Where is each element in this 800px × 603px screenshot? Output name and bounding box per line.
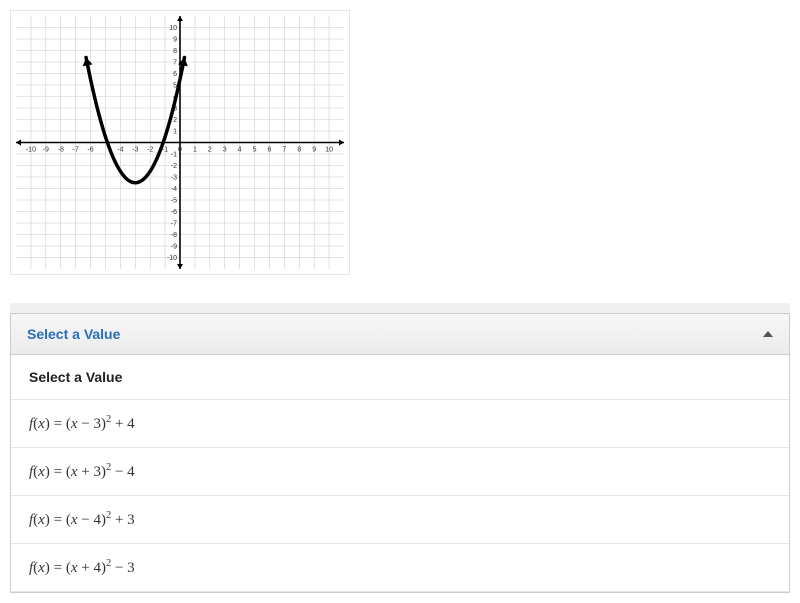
svg-text:-4: -4	[117, 147, 123, 154]
caret-up-icon	[763, 331, 773, 337]
spacer-bar	[10, 303, 790, 313]
svg-text:-4: -4	[171, 186, 177, 193]
dropdown-header-label: Select a Value	[27, 326, 120, 342]
dropdown-option-2[interactable]: f(x) = (x − 4)2 + 3	[11, 496, 789, 544]
svg-text:-5: -5	[171, 198, 177, 205]
svg-text:7: 7	[173, 60, 177, 67]
svg-text:-3: -3	[171, 175, 177, 182]
svg-text:-8: -8	[58, 147, 64, 154]
svg-text:8: 8	[173, 48, 177, 55]
svg-text:-9: -9	[43, 147, 49, 154]
svg-text:4: 4	[238, 147, 242, 154]
svg-text:-2: -2	[171, 163, 177, 170]
svg-text:-10: -10	[167, 255, 177, 262]
svg-text:10: 10	[325, 147, 333, 154]
dropdown-header[interactable]: Select a Value	[11, 314, 789, 355]
dropdown-option-1[interactable]: f(x) = (x + 3)2 − 4	[11, 448, 789, 496]
svg-text:1: 1	[173, 129, 177, 136]
graph-svg: -10 -9 -8 -7 -6 -4 -3 -2 -10 1 2 3 4 5 6 7 8 9 10 -10 -9 -8 -7…	[10, 10, 350, 275]
dropdown-option-3[interactable]: f(x) = (x + 4)2 − 3	[11, 544, 789, 592]
svg-text:3: 3	[223, 147, 227, 154]
svg-text:-10: -10	[26, 147, 36, 154]
formula-text: f(x) = (x − 4)2 + 3	[29, 512, 135, 528]
svg-text:0: 0	[178, 147, 182, 154]
svg-text:-3: -3	[132, 147, 138, 154]
svg-text:-7: -7	[73, 147, 79, 154]
parabola-graph: -10 -9 -8 -7 -6 -4 -3 -2 -10 1 2 3 4 5 6 7 8 9 10 -10 -9 -8 -7…	[10, 10, 350, 280]
formula-text: f(x) = (x + 4)2 − 3	[29, 560, 135, 576]
svg-text:-7: -7	[171, 221, 177, 228]
select-value-dropdown: Select a Value Select a Value f(x) = (x …	[10, 313, 790, 593]
svg-text:2: 2	[173, 117, 177, 124]
formula-text: f(x) = (x + 3)2 − 4	[29, 464, 135, 480]
svg-text:6: 6	[268, 147, 272, 154]
dropdown-option-0[interactable]: f(x) = (x − 3)2 + 4	[11, 400, 789, 448]
svg-text:8: 8	[297, 147, 301, 154]
svg-text:7: 7	[282, 147, 286, 154]
svg-text:-6: -6	[87, 147, 93, 154]
dropdown-group-label[interactable]: Select a Value	[11, 355, 789, 400]
formula-text: f(x) = (x − 3)2 + 4	[29, 416, 135, 432]
svg-text:-6: -6	[171, 209, 177, 216]
svg-text:-1: -1	[171, 152, 177, 159]
svg-text:9: 9	[312, 147, 316, 154]
svg-text:9: 9	[173, 37, 177, 44]
svg-text:-2: -2	[147, 147, 153, 154]
svg-text:10: 10	[169, 25, 177, 32]
svg-text:-8: -8	[171, 232, 177, 239]
svg-text:6: 6	[173, 71, 177, 78]
svg-text:-9: -9	[171, 244, 177, 251]
svg-text:1: 1	[193, 147, 197, 154]
svg-text:5: 5	[253, 147, 257, 154]
svg-text:2: 2	[208, 147, 212, 154]
